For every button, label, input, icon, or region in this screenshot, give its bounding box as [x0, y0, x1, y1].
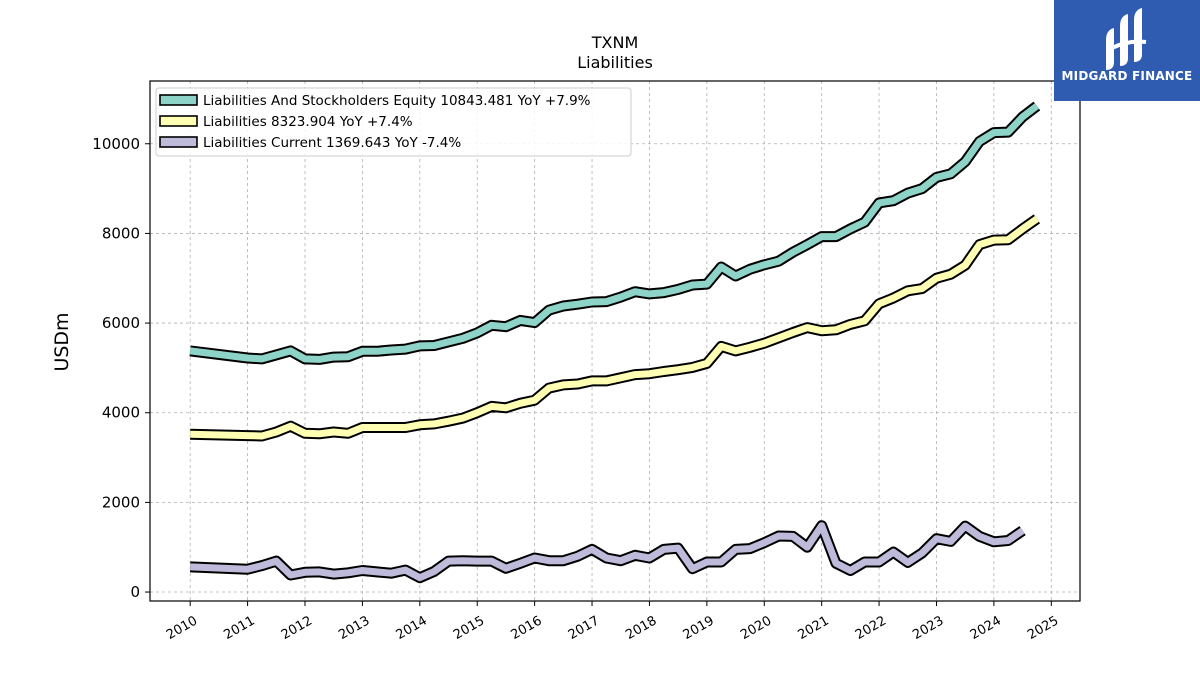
series-line: [189, 103, 1040, 363]
legend-entry: Liabilities And Stockholders Equity 1084…: [203, 93, 591, 109]
x-tick-label: 2015: [451, 613, 487, 643]
legend-entry: Liabilities 8323.904 YoY +7.4%: [203, 114, 413, 130]
x-tick-label: 2013: [336, 613, 372, 643]
chart-title: TXNM: [591, 33, 639, 52]
grid: [150, 81, 1080, 601]
series-line: [190, 522, 1025, 582]
x-tick-label: 2012: [279, 613, 315, 643]
midgard-finance-logo: MIDGARD FINANCE: [1054, 0, 1200, 101]
x-tick-label: 2022: [853, 613, 889, 643]
y-tick-label: 10000: [92, 135, 140, 153]
legend: Liabilities And Stockholders Equity 1084…: [155, 87, 632, 157]
x-tick-label: 2017: [566, 613, 602, 643]
chart-subtitle: Liabilities: [577, 53, 653, 72]
y-tick-label: 6000: [102, 314, 140, 332]
y-axis-label: USDm: [51, 312, 73, 371]
series-outline: [190, 214, 1041, 442]
x-tick-label: 2010: [164, 613, 200, 643]
x-tick-label: 2023: [910, 613, 946, 643]
legend-box: [155, 87, 632, 157]
series-layer: [189, 101, 1041, 584]
legend-swatch: [159, 94, 198, 106]
x-tick-label: 2020: [738, 613, 774, 643]
legend-swatch: [159, 115, 198, 127]
x-tick-label: 2014: [394, 613, 430, 643]
y-tick-label: 4000: [102, 404, 140, 422]
x-tick-label: 2025: [1025, 613, 1061, 643]
y-tick-label: 2000: [102, 493, 140, 511]
legend-entry: Liabilities Current 1369.643 YoY -7.4%: [203, 135, 461, 151]
plot-frame: [149, 80, 1081, 602]
y-tick-label: 0: [130, 583, 140, 601]
legend-swatch: [159, 136, 198, 148]
logo-text: MIDGARD FINANCE: [1061, 69, 1193, 83]
x-tick-label: 2024: [968, 613, 1004, 643]
x-tick-label: 2018: [623, 613, 659, 643]
series-line: [190, 216, 1039, 440]
x-tick-label: 2019: [681, 613, 717, 643]
x-tick-label: 2021: [796, 613, 832, 643]
x-tick-label: 2011: [221, 613, 257, 643]
x-tick-label: 2016: [508, 613, 544, 643]
logo-mark-icon: [1106, 8, 1147, 70]
y-tick-label: 8000: [102, 224, 140, 242]
